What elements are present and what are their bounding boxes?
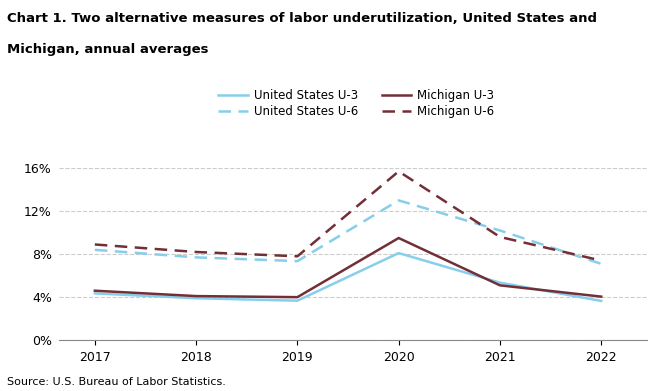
Line: United States U-6: United States U-6 <box>95 200 601 264</box>
Michigan U-3 <box>192 294 200 298</box>
United States U-3 <box>597 299 605 303</box>
Text: Source: U.S. Bureau of Labor Statistics.: Source: U.S. Bureau of Labor Statistics. <box>7 377 226 387</box>
Michigan U-3 <box>395 236 403 240</box>
Michigan U-6 <box>91 242 99 247</box>
Michigan U-3 <box>597 294 605 299</box>
United States U-6 <box>597 262 605 266</box>
Michigan U-6 <box>395 169 403 174</box>
Michigan U-6 <box>597 258 605 263</box>
Text: Chart 1. Two alternative measures of labor underutilization, United States and: Chart 1. Two alternative measures of lab… <box>7 12 597 25</box>
United States U-6 <box>91 248 99 252</box>
Michigan U-6 <box>192 250 200 255</box>
United States U-3 <box>294 298 302 303</box>
Michigan U-3 <box>496 283 504 288</box>
Line: Michigan U-6: Michigan U-6 <box>95 171 601 260</box>
United States U-3 <box>192 296 200 301</box>
United States U-6 <box>192 255 200 260</box>
United States U-3 <box>496 280 504 285</box>
Michigan U-6 <box>294 254 302 259</box>
Michigan U-6 <box>496 235 504 239</box>
United States U-6 <box>496 228 504 233</box>
United States U-6 <box>294 259 302 264</box>
Michigan U-3 <box>294 295 302 300</box>
Text: Michigan, annual averages: Michigan, annual averages <box>7 43 208 56</box>
Michigan U-3 <box>91 289 99 293</box>
United States U-6 <box>395 198 403 203</box>
Line: United States U-3: United States U-3 <box>95 253 601 301</box>
Line: Michigan U-3: Michigan U-3 <box>95 238 601 297</box>
United States U-3 <box>91 291 99 296</box>
United States U-3 <box>395 251 403 255</box>
Legend: United States U-3, United States U-6, Michigan U-3, Michigan U-6: United States U-3, United States U-6, Mi… <box>214 84 499 123</box>
